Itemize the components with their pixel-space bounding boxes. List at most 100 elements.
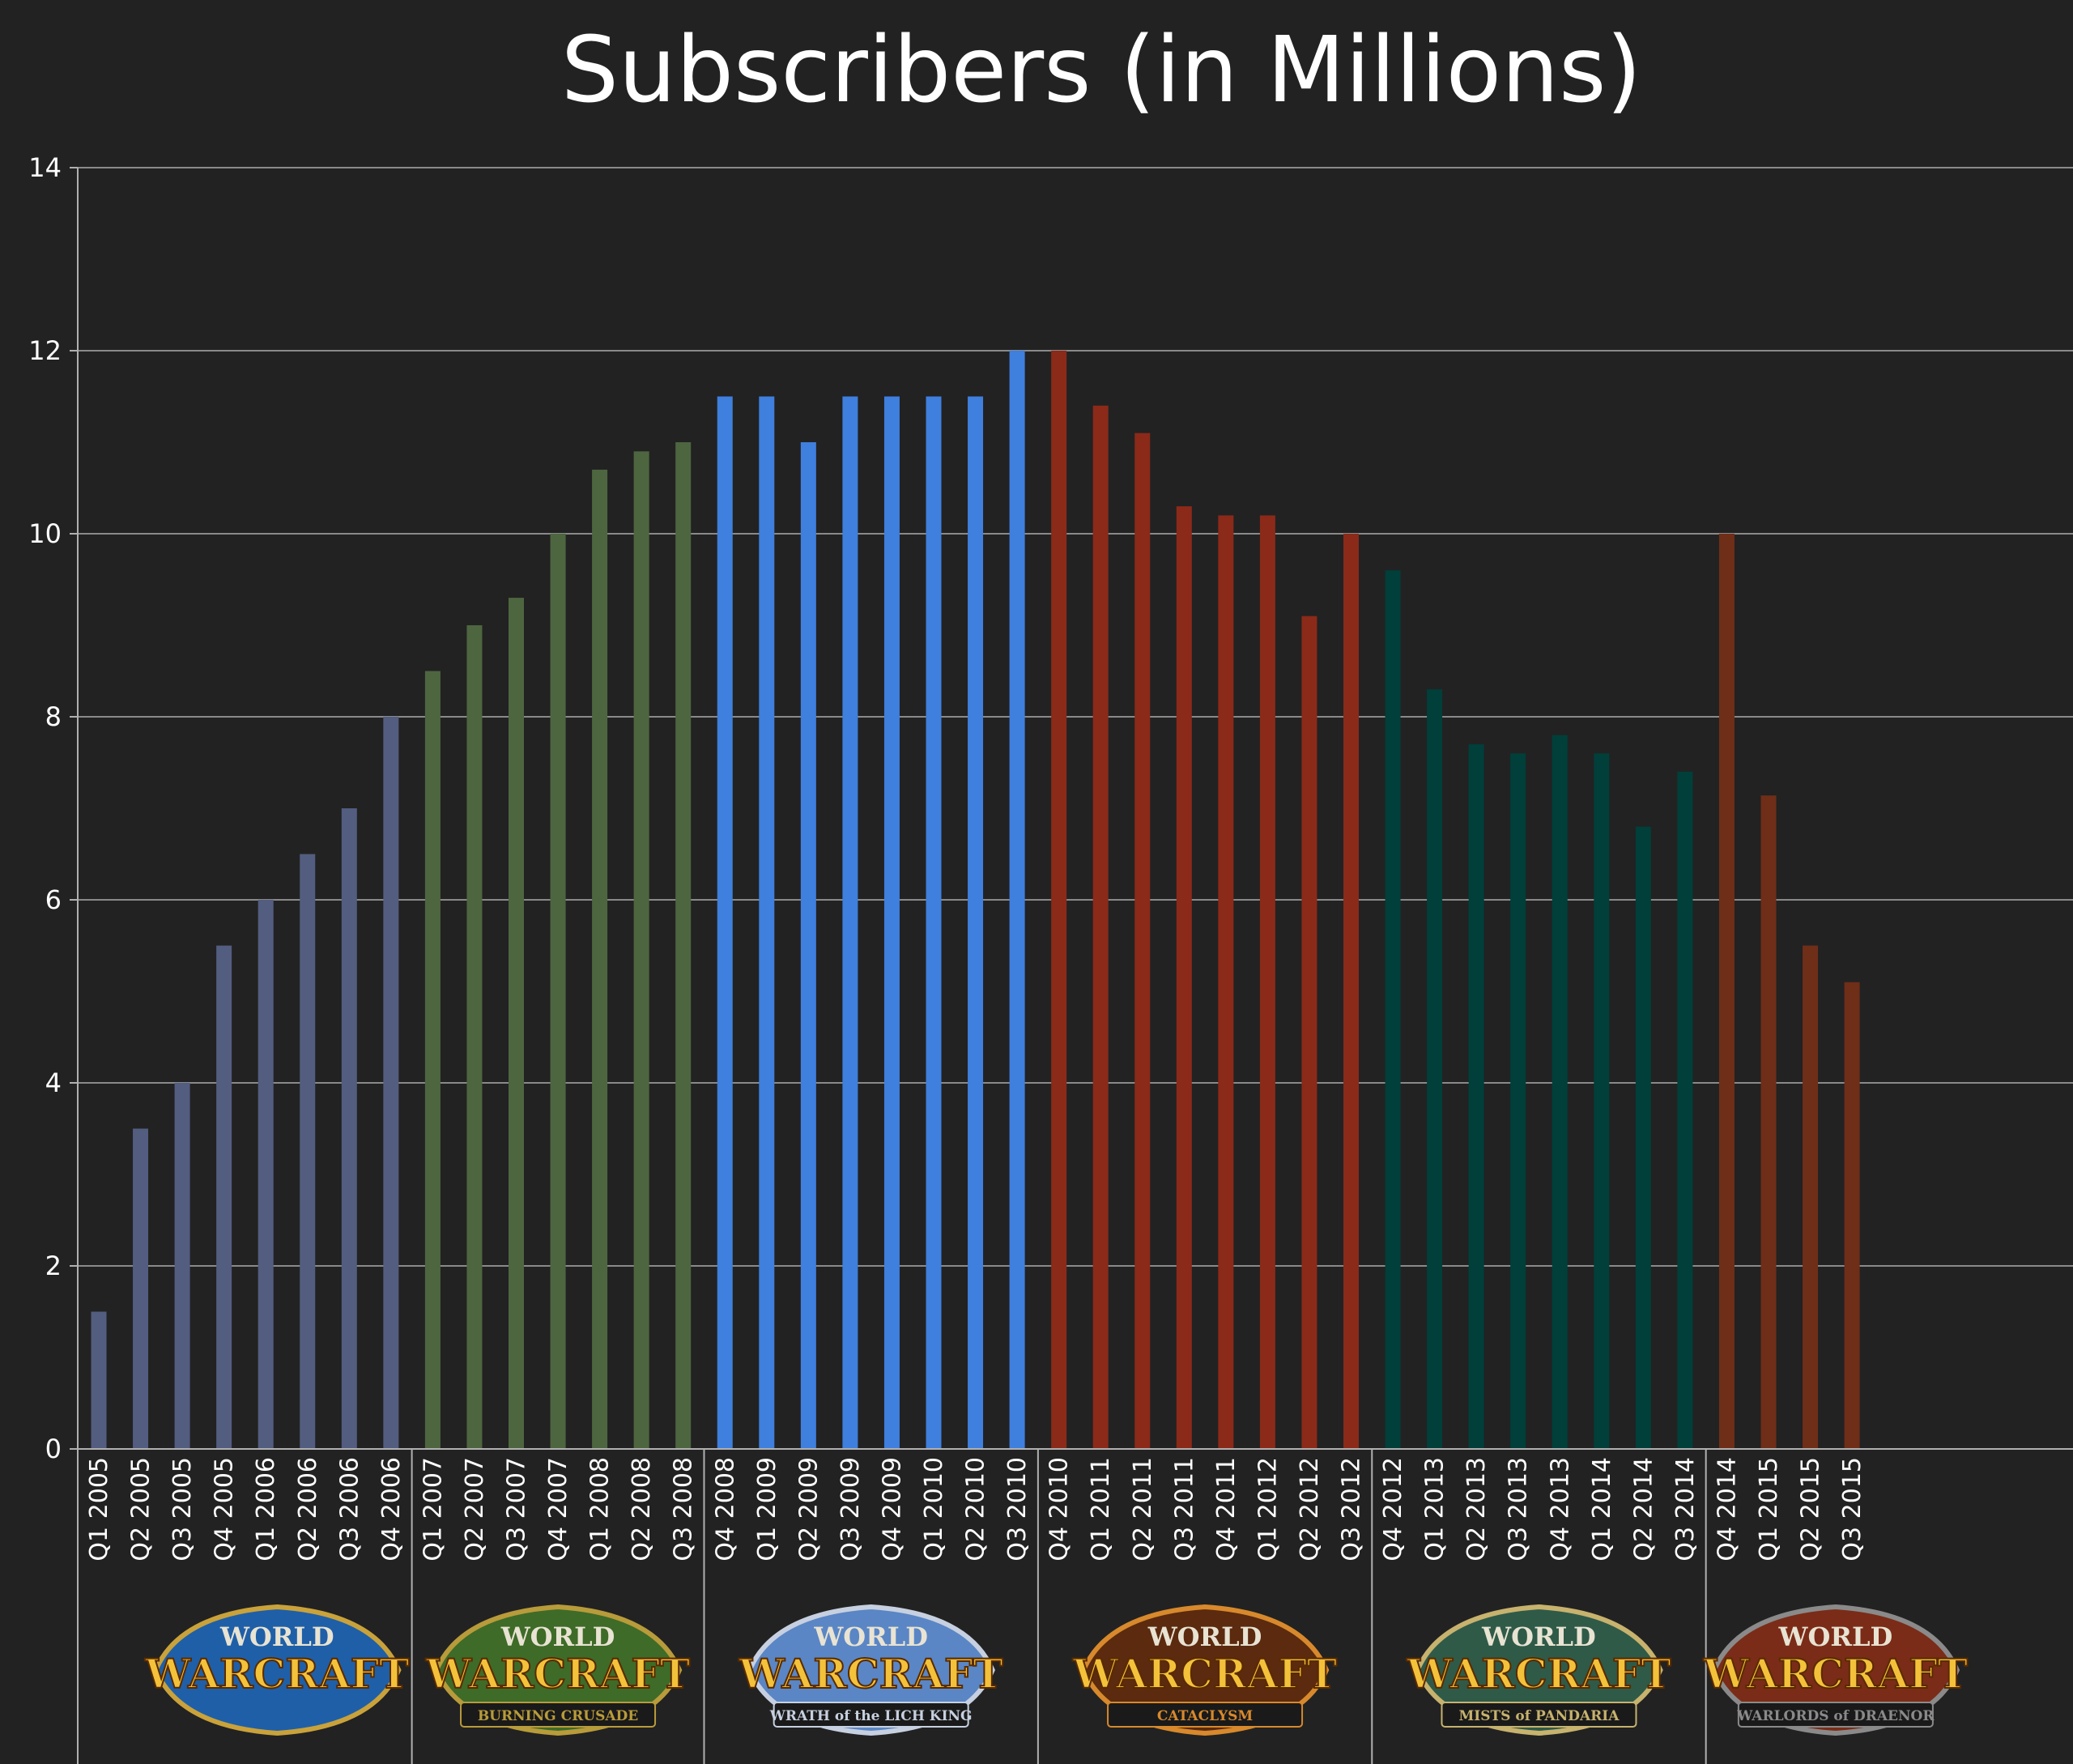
bar bbox=[1427, 689, 1443, 1449]
x-tick-label: Q3 2006 bbox=[335, 1457, 364, 1562]
logo-banner bbox=[773, 1702, 969, 1728]
bar bbox=[91, 1311, 107, 1449]
bar bbox=[926, 396, 942, 1449]
x-tick-label: Q4 2011 bbox=[1212, 1457, 1241, 1562]
bar bbox=[842, 396, 858, 1449]
x-tick-label: Q3 2008 bbox=[670, 1457, 698, 1562]
x-tick-label: Q1 2007 bbox=[419, 1457, 447, 1562]
bar bbox=[1051, 351, 1067, 1449]
bar bbox=[1134, 432, 1151, 1450]
bar bbox=[759, 396, 775, 1449]
x-tick-label: Q3 2010 bbox=[1003, 1457, 1032, 1562]
logo-main-text: WARCRAFT bbox=[1072, 1650, 1337, 1698]
bar bbox=[1760, 795, 1777, 1449]
bar bbox=[883, 396, 900, 1449]
x-tick-label: Q4 2014 bbox=[1713, 1457, 1741, 1562]
bar bbox=[1468, 744, 1484, 1449]
x-tick-label: Q1 2014 bbox=[1588, 1457, 1616, 1562]
x-tick-label: Q1 2015 bbox=[1755, 1457, 1783, 1562]
logo-sub-text: WRATH of the LICH KING bbox=[769, 1708, 973, 1724]
logo-top-text: WORLD bbox=[1481, 1621, 1596, 1652]
bar bbox=[1718, 534, 1735, 1449]
bar bbox=[1259, 515, 1275, 1449]
x-tick-label: Q3 2015 bbox=[1838, 1457, 1867, 1562]
logo-top-text: WORLD bbox=[219, 1621, 334, 1652]
x-tick-label: Q2 2013 bbox=[1462, 1457, 1491, 1562]
x-tick-label: Q2 2015 bbox=[1797, 1457, 1825, 1562]
bar bbox=[216, 945, 232, 1449]
bar bbox=[509, 598, 524, 1449]
gridlines bbox=[78, 167, 2073, 1267]
bar bbox=[1343, 534, 1359, 1449]
bars bbox=[91, 351, 1860, 1450]
bar bbox=[1301, 616, 1317, 1450]
bar bbox=[300, 854, 316, 1449]
logo-main-text: WARCRAFT bbox=[425, 1650, 690, 1698]
bar bbox=[1677, 771, 1693, 1449]
logo-banner bbox=[1441, 1702, 1637, 1728]
x-tick-label: Q1 2012 bbox=[1254, 1457, 1282, 1562]
bar bbox=[717, 396, 733, 1449]
y-tick-label: 0 bbox=[45, 1434, 62, 1464]
bar bbox=[1218, 515, 1234, 1449]
y-tick-label: 6 bbox=[45, 884, 62, 915]
x-tick-label: Q2 2005 bbox=[127, 1457, 155, 1562]
x-tick-label: Q2 2006 bbox=[294, 1457, 322, 1562]
logo-emblem bbox=[153, 1604, 402, 1736]
bar bbox=[466, 625, 483, 1449]
x-tick-label: Q2 2014 bbox=[1629, 1457, 1658, 1562]
logo-main-text: WARCRAFT bbox=[1406, 1650, 1671, 1698]
y-tick-label: 4 bbox=[45, 1067, 62, 1098]
logo-top-text: WORLD bbox=[813, 1621, 928, 1652]
x-tick-label: Q2 2009 bbox=[794, 1457, 823, 1562]
x-tick-label: Q3 2013 bbox=[1505, 1457, 1533, 1562]
x-tick-label: Q3 2012 bbox=[1338, 1457, 1366, 1562]
bar bbox=[1803, 945, 1819, 1449]
y-tick-label: 2 bbox=[45, 1251, 62, 1281]
bar bbox=[633, 451, 649, 1449]
bar bbox=[258, 900, 274, 1449]
y-axis-ticks: 0 2 4 6 8 10 12 14 bbox=[28, 152, 62, 1464]
logo-top-text: WORLD bbox=[500, 1621, 615, 1652]
bar bbox=[174, 1083, 190, 1449]
bar bbox=[592, 469, 608, 1449]
x-tick-label: Q2 2011 bbox=[1129, 1457, 1157, 1562]
logo-sub-text: CATACLYSM bbox=[1157, 1708, 1254, 1724]
x-tick-label: Q1 2008 bbox=[586, 1457, 615, 1562]
y-tick-label: 12 bbox=[28, 335, 62, 366]
logo-banner bbox=[460, 1702, 657, 1728]
x-tick-label: Q1 2009 bbox=[753, 1457, 781, 1562]
x-tick-label: Q2 2010 bbox=[962, 1457, 990, 1562]
bar bbox=[383, 717, 399, 1449]
bar bbox=[1009, 351, 1025, 1449]
logo-top-text: WORLD bbox=[1778, 1621, 1893, 1652]
x-tick-label: Q2 2012 bbox=[1296, 1457, 1324, 1562]
logo-main-text: WARCRAFT bbox=[144, 1650, 409, 1698]
bar bbox=[1092, 405, 1109, 1449]
x-tick-label: Q1 2006 bbox=[252, 1457, 280, 1562]
y-tick-label: 10 bbox=[28, 518, 62, 549]
bar bbox=[133, 1128, 149, 1449]
bar bbox=[341, 808, 357, 1449]
x-tick-label: Q3 2005 bbox=[168, 1457, 197, 1562]
y-tick-label: 14 bbox=[28, 152, 62, 183]
logo-top-text: WORLD bbox=[1147, 1621, 1262, 1652]
bar bbox=[1510, 753, 1526, 1449]
x-tick-label: Q1 2011 bbox=[1087, 1457, 1115, 1562]
y-tick-label: 8 bbox=[45, 701, 62, 732]
logo-banner bbox=[1107, 1702, 1304, 1728]
x-tick-label: Q4 2008 bbox=[711, 1457, 739, 1562]
bar bbox=[424, 671, 441, 1449]
x-tick-label: Q1 2010 bbox=[920, 1457, 948, 1562]
bar bbox=[968, 396, 984, 1449]
logo-main-text: WARCRAFT bbox=[1703, 1650, 1968, 1698]
bar bbox=[1385, 570, 1401, 1450]
logo-sub-text: BURNING CRUSADE bbox=[478, 1708, 638, 1724]
